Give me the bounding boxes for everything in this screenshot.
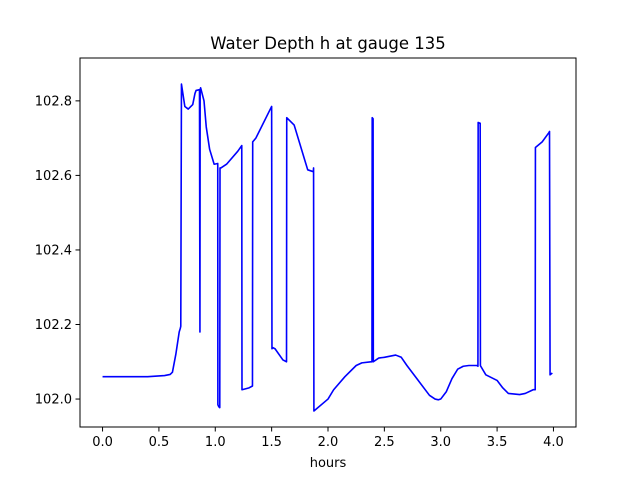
x-tick-label: 0.0 xyxy=(92,435,113,450)
series-line-0 xyxy=(102,83,553,412)
x-tick-label: 1.5 xyxy=(261,435,282,450)
x-tick-label: 0.5 xyxy=(149,435,170,450)
x-tick-label: 3.5 xyxy=(487,435,508,450)
x-tick-label: 3.0 xyxy=(430,435,451,450)
x-axis-label: hours xyxy=(310,456,347,471)
y-tick-label: 102.8 xyxy=(35,94,72,109)
plot-area xyxy=(80,58,576,427)
chart-title: Water Depth h at gauge 135 xyxy=(210,34,445,53)
x-tick-label: 1.0 xyxy=(205,435,226,450)
x-tick-label: 2.5 xyxy=(374,435,395,450)
y-tick-label: 102.2 xyxy=(35,318,72,333)
x-tick-label: 4.0 xyxy=(543,435,564,450)
y-axis: 102.0 102.2 102.4 102.6 102.8 xyxy=(35,94,80,408)
y-tick-label: 102.4 xyxy=(35,243,72,258)
x-tick-label: 2.0 xyxy=(318,435,339,450)
y-tick-label: 102.0 xyxy=(35,393,72,408)
y-tick-label: 102.6 xyxy=(35,169,72,184)
x-axis: 0.0 0.5 1.0 1.5 2.0 2.5 3.0 3.5 4.0 xyxy=(92,427,564,450)
series-layer xyxy=(102,83,553,412)
